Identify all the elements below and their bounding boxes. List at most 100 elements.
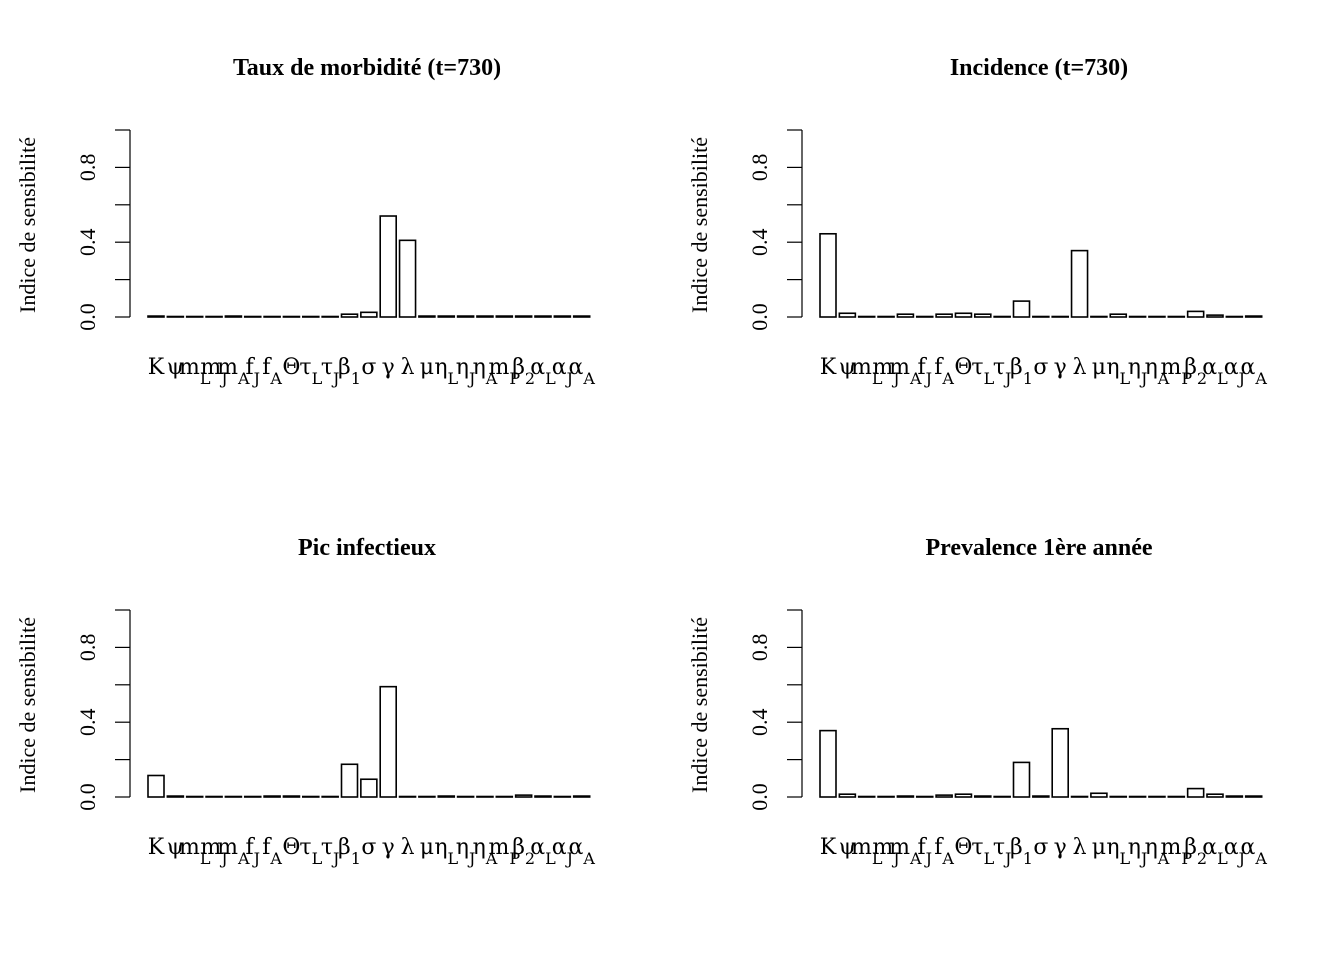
bar-14 bbox=[1070, 795, 1089, 798]
chart-panel-3: Pic infectieux Indice de sensibilité 0.0 0.… bbox=[15, 535, 595, 868]
bar-17 bbox=[1128, 795, 1147, 798]
bar-10 bbox=[321, 795, 339, 798]
x-tick-subscript: A bbox=[1157, 849, 1170, 868]
x-tick-subscript: 2 bbox=[525, 369, 535, 388]
bar-20 bbox=[1186, 787, 1205, 798]
x-tick-label-15: μ bbox=[1092, 355, 1106, 380]
chart-title: Pic infectieux bbox=[298, 535, 436, 561]
x-tick-subscript: L bbox=[200, 369, 211, 388]
bar-23 bbox=[572, 795, 591, 798]
bar-9 bbox=[301, 795, 320, 798]
bar-2 bbox=[166, 315, 185, 318]
x-tick-subscript: L bbox=[1120, 849, 1131, 868]
y-tick-label: 0.8 bbox=[75, 154, 100, 182]
bar-18 bbox=[1148, 315, 1166, 318]
bar-4 bbox=[877, 315, 895, 318]
bar-23 bbox=[1244, 795, 1263, 798]
x-tick-subscript: J bbox=[1003, 369, 1011, 388]
x-tick-subscript: A bbox=[485, 369, 498, 388]
bar-5 bbox=[896, 795, 915, 798]
chart-panel-1: Taux de morbidité (t=730) Indice de sensi… bbox=[15, 55, 595, 388]
x-tick-label-14: λ bbox=[401, 835, 415, 860]
x-tick-label-13: γ bbox=[1054, 355, 1067, 380]
bar-12 bbox=[1032, 795, 1050, 798]
x-tick-subscript: L bbox=[200, 849, 211, 868]
bar-5 bbox=[224, 315, 243, 318]
x-tick-subscript: L bbox=[312, 369, 323, 388]
x-tick-subscript: L bbox=[872, 849, 883, 868]
bar-7 bbox=[263, 315, 281, 318]
bar-11 bbox=[1012, 300, 1031, 318]
x-tick-subscript: L bbox=[984, 369, 995, 388]
x-tick-subscript: J bbox=[891, 849, 899, 868]
bar-20 bbox=[514, 315, 533, 318]
x-tick-subscript: J bbox=[219, 849, 227, 868]
bar-22 bbox=[1225, 315, 1244, 318]
bar-21 bbox=[1206, 314, 1224, 318]
bar-21 bbox=[1206, 793, 1224, 798]
x-tick-subscript: L bbox=[448, 849, 459, 868]
x-tick-label-12: σ bbox=[361, 835, 376, 860]
x-tick-subscript: A bbox=[1254, 849, 1267, 868]
bar-17 bbox=[456, 795, 475, 798]
y-axis-label: Indice de sensibilité bbox=[687, 137, 712, 313]
bar-22 bbox=[1225, 795, 1244, 798]
x-tick-subscript: L bbox=[872, 369, 883, 388]
bar-3 bbox=[857, 315, 876, 318]
x-tick-subscript: P bbox=[1181, 849, 1192, 868]
bar-1 bbox=[819, 232, 837, 318]
x-tick-label-2: ψ bbox=[839, 835, 856, 860]
bar-14 bbox=[398, 795, 417, 798]
x-tick-label-1: K bbox=[820, 355, 837, 380]
bar-8 bbox=[954, 793, 973, 798]
y-tick-label: 0.4 bbox=[75, 708, 100, 736]
x-tick-label-1: K bbox=[148, 835, 165, 860]
x-tick-label-15: μ bbox=[1092, 835, 1106, 860]
bar-20 bbox=[1186, 310, 1205, 318]
y-tick-label: 0.4 bbox=[747, 228, 772, 256]
bar-11 bbox=[340, 763, 359, 798]
x-tick-subscript: J bbox=[924, 849, 932, 868]
bar-10 bbox=[993, 795, 1011, 798]
x-tick-subscript: A bbox=[582, 369, 595, 388]
bar-7 bbox=[935, 313, 953, 318]
bar-4 bbox=[205, 795, 223, 798]
bar-16 bbox=[1109, 795, 1128, 798]
bar-12 bbox=[360, 311, 378, 318]
bar-6 bbox=[915, 315, 934, 318]
bar-13 bbox=[379, 685, 398, 798]
x-tick-subscript: J bbox=[1003, 849, 1011, 868]
bar-21 bbox=[534, 795, 552, 798]
x-tick-subscript: A bbox=[941, 369, 954, 388]
x-tick-label-8: Θ bbox=[954, 355, 972, 380]
x-tick-subscript: 1 bbox=[351, 369, 361, 388]
bar-1 bbox=[147, 774, 165, 798]
bar-11 bbox=[1012, 761, 1031, 798]
bar-13 bbox=[379, 215, 398, 318]
y-tick-label: 0.0 bbox=[75, 783, 100, 811]
x-tick-subscript: P bbox=[509, 849, 520, 868]
bar-15 bbox=[418, 315, 436, 318]
bar-12 bbox=[1032, 315, 1050, 318]
x-tick-label-2: ψ bbox=[167, 355, 184, 380]
bar-20 bbox=[514, 794, 533, 798]
x-tick-subscript: L bbox=[448, 369, 459, 388]
bar-16 bbox=[437, 795, 456, 798]
bar-5 bbox=[896, 313, 915, 318]
x-tick-label-15: μ bbox=[420, 835, 434, 860]
x-tick-label-1: K bbox=[820, 835, 837, 860]
bar-16 bbox=[1109, 313, 1128, 318]
bar-9 bbox=[973, 313, 992, 318]
y-tick-label: 0.4 bbox=[747, 708, 772, 736]
x-tick-subscript: L bbox=[1217, 849, 1228, 868]
chart-title: Prevalence 1ère année bbox=[925, 535, 1152, 561]
x-tick-subscript: A bbox=[941, 849, 954, 868]
bar-19 bbox=[1167, 315, 1186, 318]
x-tick-subscript: 1 bbox=[1023, 369, 1033, 388]
bar-23 bbox=[572, 315, 591, 318]
x-tick-subscript: A bbox=[269, 369, 282, 388]
y-tick-label: 0.8 bbox=[747, 154, 772, 182]
x-tick-subscript: J bbox=[467, 369, 475, 388]
x-tick-subscript: 2 bbox=[1197, 369, 1207, 388]
